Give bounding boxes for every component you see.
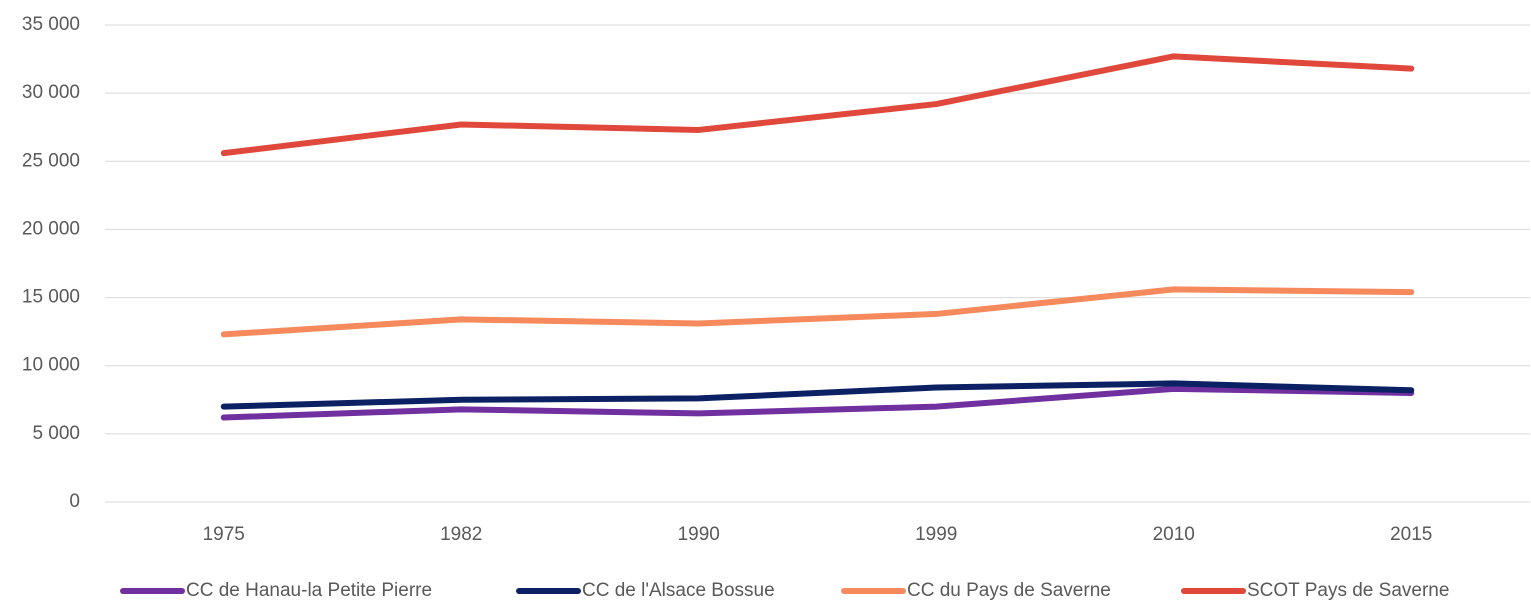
x-tick-label: 2010 xyxy=(1153,524,1195,545)
y-tick-label: 30 000 xyxy=(22,82,80,103)
y-tick-label: 10 000 xyxy=(22,355,80,376)
y-tick-label: 35 000 xyxy=(22,14,80,35)
x-tick-label: 1982 xyxy=(440,524,482,545)
legend-label: CC du Pays de Saverne xyxy=(907,580,1111,601)
y-tick-label: 20 000 xyxy=(22,218,80,239)
x-tick-label: 2015 xyxy=(1390,524,1432,545)
x-tick-label: 1975 xyxy=(203,524,245,545)
y-tick-label: 25 000 xyxy=(22,150,80,171)
legend-label: CC de Hanau-la Petite Pierre xyxy=(186,580,432,601)
y-tick-label: 5 000 xyxy=(32,423,80,444)
x-tick-label: 1990 xyxy=(678,524,720,545)
x-tick-label: 1999 xyxy=(915,524,957,545)
legend-label: CC de l'Alsace Bossue xyxy=(582,580,775,601)
series-line xyxy=(220,380,1415,410)
y-tick-label: 15 000 xyxy=(22,287,80,308)
series-line xyxy=(220,53,1415,157)
series-line xyxy=(220,385,1415,421)
y-tick-label: 0 xyxy=(69,491,80,512)
legend-label: SCOT Pays de Saverne xyxy=(1247,580,1449,601)
series-line xyxy=(220,286,1415,338)
